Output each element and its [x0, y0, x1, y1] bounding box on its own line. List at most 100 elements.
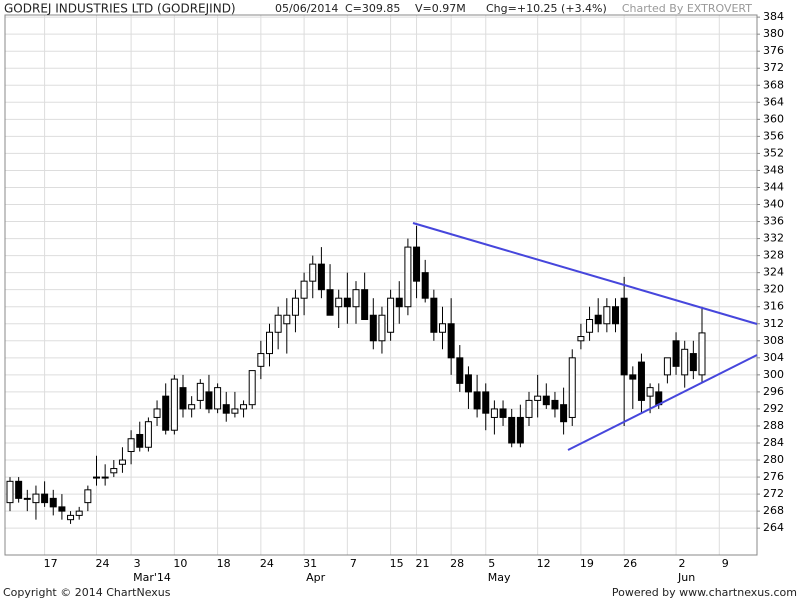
candle-body [568, 357, 576, 418]
candle-body [508, 416, 516, 444]
trendline-upper [412, 222, 758, 325]
candle-body [93, 476, 100, 479]
y-tick-label: 284 [763, 436, 784, 449]
candle-body [266, 331, 273, 355]
y-tick-label: 280 [763, 453, 784, 466]
x-tick-label: 17 [44, 557, 58, 570]
x-tick-label: 5 [488, 557, 495, 570]
candle-body [222, 404, 230, 414]
candle-body [75, 510, 83, 516]
x-tick-label: 31 [303, 557, 317, 570]
candle-body [309, 263, 317, 282]
candle-body [447, 323, 455, 359]
y-tick-label: 268 [763, 504, 784, 517]
y-tick-label: 304 [763, 351, 784, 364]
candle-body [482, 391, 490, 414]
header-date: 05/06/2014 [275, 2, 338, 15]
grid [5, 15, 757, 555]
candle-body [603, 306, 611, 325]
candle-body [231, 408, 239, 414]
y-tick-label: 328 [763, 249, 784, 262]
x-tick-label: 18 [217, 557, 231, 570]
header-credit: Charted By EXTROVERT [622, 2, 752, 15]
candle-body [118, 459, 126, 465]
candle-body [291, 297, 299, 316]
y-tick-label: 368 [763, 78, 784, 91]
y-tick-label: 336 [763, 215, 784, 228]
candle-body [612, 306, 619, 325]
candle-body [101, 476, 109, 479]
y-tick-label: 320 [763, 283, 784, 296]
x-tick-label: 2 [679, 557, 686, 570]
candle-body [646, 387, 654, 397]
x-tick-label: 9 [722, 557, 729, 570]
candle-body [49, 497, 57, 508]
x-tick-label: 24 [96, 557, 110, 570]
candle-body [499, 408, 507, 418]
x-tick-label: 3 [134, 557, 141, 570]
candle-body [525, 399, 533, 418]
y-tick-label: 316 [763, 300, 784, 313]
candle-body [551, 399, 559, 410]
candle-body [430, 297, 438, 333]
header-volume: V=0.97M [415, 2, 466, 15]
candle-body [23, 497, 31, 500]
header-change: Chg=+10.25 (+3.4%) [486, 2, 607, 15]
candle-body [672, 340, 680, 367]
candle-body [170, 378, 178, 431]
candle-body [594, 314, 602, 325]
candle-body [473, 391, 481, 410]
candle-body [188, 404, 196, 410]
candle-body [67, 514, 75, 521]
y-tick-label: 308 [763, 334, 784, 347]
candle-body [41, 493, 49, 504]
candle-body [248, 370, 256, 406]
month-label: May [488, 571, 511, 584]
candle-body [274, 314, 282, 333]
candle-body [663, 357, 671, 376]
candle-body [698, 332, 706, 376]
candle-body [413, 246, 421, 282]
x-tick-label: 26 [623, 557, 637, 570]
candle-body [534, 395, 542, 401]
candle-body [404, 246, 412, 308]
candle-body [6, 480, 14, 504]
candle-body [560, 404, 568, 423]
candle-body [681, 348, 689, 376]
candle-body [196, 382, 204, 401]
x-tick-label: 21 [416, 557, 430, 570]
candle-body [490, 408, 498, 418]
candle-body [343, 297, 351, 308]
candle-body [395, 297, 403, 308]
candle-body [456, 357, 464, 384]
x-tick-label: 28 [450, 557, 464, 570]
y-tick-label: 312 [763, 317, 784, 330]
y-tick-label: 356 [763, 129, 784, 142]
candle-body [689, 353, 697, 372]
y-tick-label: 352 [763, 146, 784, 159]
candle-body [84, 489, 92, 504]
candle-body [577, 336, 585, 342]
chart-title: GODREJ INDUSTRIES LTD (GODREJIND) [4, 2, 236, 16]
candle-body [110, 468, 118, 474]
candle-body [439, 323, 446, 333]
y-tick-label: 340 [763, 198, 784, 211]
plot-frame [4, 14, 758, 556]
candle-body [32, 493, 40, 504]
candle-body [240, 404, 248, 410]
y-tick-label: 380 [763, 27, 784, 40]
y-tick-label: 372 [763, 61, 784, 74]
x-tick-label: 19 [580, 557, 594, 570]
candle-body [153, 408, 161, 418]
trendline-lower [567, 354, 758, 451]
candle-body [542, 395, 550, 406]
x-tick-label: 10 [173, 557, 187, 570]
y-tick-label: 300 [763, 368, 784, 381]
x-tick-label: 15 [390, 557, 404, 570]
y-tick-label: 296 [763, 385, 784, 398]
y-tick-label: 344 [763, 180, 784, 193]
y-tick-label: 364 [763, 95, 784, 108]
month-label: Mar'14 [133, 571, 171, 584]
footer-copyright: Copyright © 2014 ChartNexus [3, 586, 171, 599]
